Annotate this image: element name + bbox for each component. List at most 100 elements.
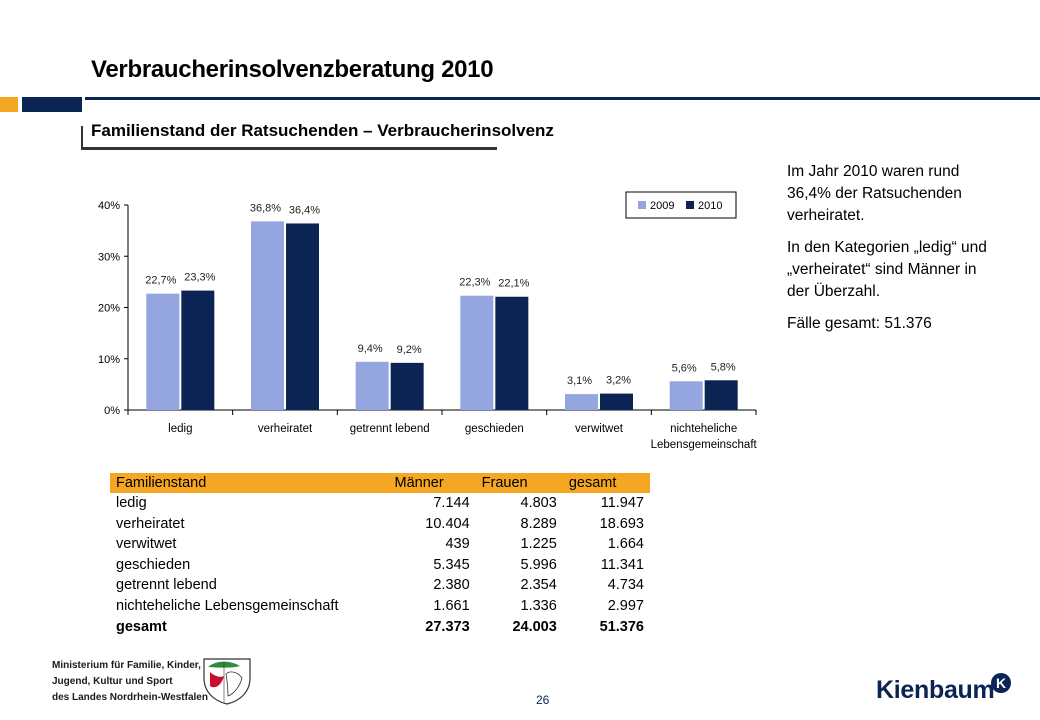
bar-2010 (286, 223, 319, 410)
x-tick-label: Lebensgemeinschaft (651, 439, 758, 451)
table-cell-frauen: 4.803 (520, 495, 557, 511)
y-tick-label: 20% (98, 303, 120, 315)
side-text-paragraph-2: In den Kategorien „ledig“ und „verheirat… (787, 239, 987, 300)
data-label: 9,4% (358, 343, 383, 355)
x-tick-label: nichteheliche (670, 423, 737, 435)
table-cell-frauen: 5.996 (520, 556, 557, 573)
subtitle-bracket (81, 126, 83, 149)
table-cell-frauen: 2.354 (520, 577, 557, 594)
bar-2009 (355, 361, 389, 410)
table-cell-frauen: 1.225 (520, 536, 557, 553)
side-text-paragraph-1: Im Jahr 2010 waren rund 36,4% der Ratsuc… (787, 163, 962, 224)
side-text: Im Jahr 2010 waren rund 36,4% der Ratsuc… (787, 161, 1002, 345)
bar-2010 (390, 362, 424, 410)
y-tick-label: 0% (104, 405, 120, 417)
header-accent-orange (0, 97, 18, 112)
ministry-line: des Landes Nordrhein-Westfalen (52, 692, 208, 703)
nrw-coat-of-arms-icon (203, 658, 251, 705)
bar-2010 (495, 296, 529, 410)
data-label: 3,1% (567, 375, 592, 387)
table-cell-gesamt: 11.947 (600, 495, 644, 511)
table-cell-gesamt: 4.734 (607, 577, 644, 594)
legend-swatch (686, 201, 694, 209)
table-cell-label: ledig (116, 495, 147, 511)
ministry-line: Jugend, Kultur und Sport (52, 676, 173, 687)
data-label: 22,7% (145, 275, 176, 287)
x-tick-label: getrennt lebend (350, 423, 430, 435)
logo-text: Kienbaum (876, 676, 995, 704)
svg-text:K: K (996, 675, 1006, 691)
header-accent-navy (22, 97, 82, 112)
subtitle-underline (81, 147, 497, 150)
table-total-row: gesamt 27.373 24.003 51.376 (110, 617, 650, 638)
bar-2010 (181, 290, 215, 410)
table-header-gesamt: gesamt (562, 473, 650, 493)
table-header-frauen: Frauen (475, 473, 563, 493)
bar-chart: 0% 10% 20% 30% 40% 22,7% 23,3% ledig 36,8% 36,4% v… (98, 191, 758, 451)
legend-label: 2009 (650, 200, 674, 212)
table-row: verwitwet 439 1.225 1.664 (110, 534, 650, 555)
table-cell-gesamt: 1.664 (607, 536, 644, 553)
data-label: 9,2% (397, 344, 422, 356)
legend-label: 2010 (698, 200, 722, 212)
ministry-line: Ministerium für Familie, Kinder, (52, 660, 201, 671)
table-cell-gesamt: 18.693 (599, 515, 644, 532)
data-label: 23,3% (184, 272, 215, 284)
y-tick-label: 30% (98, 251, 120, 263)
data-label: 3,2% (606, 375, 631, 387)
bar-2010 (600, 393, 633, 410)
table-header-row: Familienstand Männer Frauen gesamt (110, 473, 650, 493)
table-cell-label: gesamt (116, 618, 167, 635)
table-cell-maenner: 1.661 (433, 597, 470, 614)
table-cell-frauen: 8.289 (520, 515, 557, 532)
table-cell-maenner: 2.380 (433, 577, 470, 594)
data-label: 36,4% (289, 204, 320, 216)
bar-2009 (460, 295, 494, 410)
x-tick-label: verheiratet (258, 423, 313, 435)
family-status-table: Familienstand Männer Frauen gesamt ledig… (110, 473, 650, 637)
ministry-name: Ministerium für Familie, Kinder, Jugend,… (52, 658, 208, 706)
side-text-paragraph-3: Fälle gesamt: 51.376 (787, 315, 932, 332)
table-row: nichteheliche Lebensgemeinschaft 1.661 1… (110, 596, 650, 617)
logo-badge-icon: K (991, 673, 1011, 693)
table-cell-gesamt: 51.376 (599, 618, 644, 635)
data-label: 22,3% (459, 277, 490, 289)
table-cell-gesamt: 2.997 (607, 597, 644, 614)
table-cell-label: nichteheliche Lebensgemeinschaft (116, 597, 339, 614)
kienbaum-logo: Kienbaum K (876, 673, 1011, 705)
page-subtitle: Familienstand der Ratsuchenden – Verbrau… (91, 121, 554, 140)
table-cell-label: geschieden (116, 556, 191, 573)
table-header-familienstand: Familienstand (110, 473, 389, 493)
table-row: ledig 7.144 4.803 11.947 (110, 493, 650, 514)
x-tick-label: verwitwet (575, 423, 624, 435)
table-row: getrennt lebend 2.380 2.354 4.734 (110, 575, 650, 596)
table-cell-label: verheiratet (116, 515, 185, 532)
table-cell-gesamt: 11.341 (600, 556, 644, 573)
table-header-maenner: Männer (388, 473, 476, 493)
x-tick-label: ledig (168, 423, 192, 435)
table-cell-maenner: 7.144 (433, 495, 470, 511)
table-cell-maenner: 10.404 (425, 515, 470, 532)
table-cell-label: getrennt lebend (116, 577, 217, 594)
page-title: Verbraucherinsolvenzberatung 2010 (91, 56, 494, 83)
table-cell-maenner: 5.345 (433, 556, 470, 573)
bar-2009 (669, 381, 703, 410)
x-tick-label: geschieden (465, 423, 524, 435)
data-label: 36,8% (250, 202, 281, 214)
bar-2009 (146, 293, 180, 410)
y-tick-label: 40% (98, 200, 120, 212)
legend-swatch (638, 201, 646, 209)
y-tick-label: 10% (98, 354, 120, 366)
bar-2009 (565, 394, 598, 410)
table-cell-maenner: 27.373 (425, 618, 470, 635)
table-row: verheiratet 10.404 8.289 18.693 (110, 514, 650, 535)
bar-2009 (251, 221, 284, 410)
data-label: 5,8% (711, 361, 736, 373)
table-cell-maenner: 439 (445, 536, 470, 553)
header-rule (85, 97, 1040, 100)
data-label: 22,1% (498, 278, 529, 290)
data-label: 5,6% (672, 362, 697, 374)
table-cell-label: verwitwet (116, 536, 177, 553)
table-row: geschieden 5.345 5.996 11.341 (110, 555, 650, 576)
table-cell-frauen: 24.003 (512, 618, 557, 635)
